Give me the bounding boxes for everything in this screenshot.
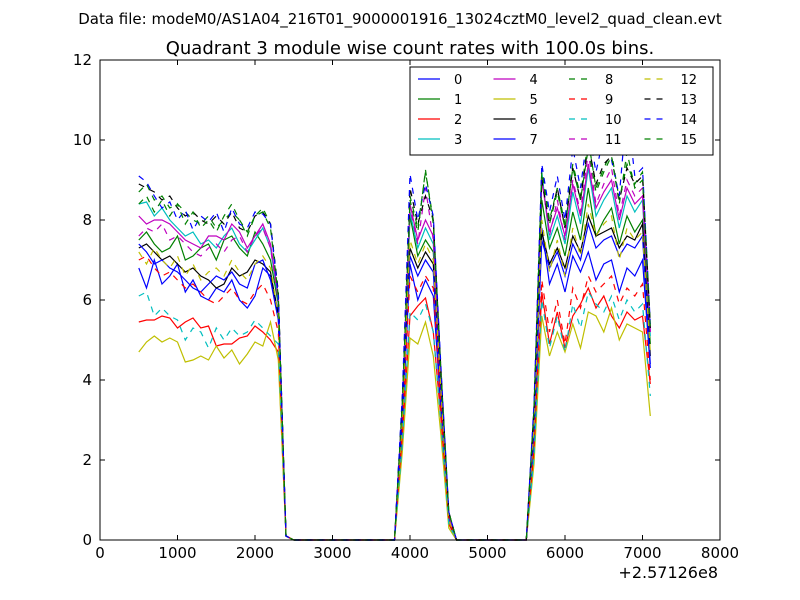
series-11-line	[138, 151, 651, 541]
y-tick-label: 2	[82, 451, 92, 469]
legend-label-7: 7	[530, 133, 538, 148]
series-12-line	[138, 203, 651, 541]
series-15-line	[138, 147, 651, 541]
legend-label-1: 1	[454, 93, 462, 108]
x-tick-label: 3000	[313, 544, 351, 562]
y-tick-label: 10	[73, 131, 92, 149]
chart-title: Quadrant 3 module wise count rates with …	[166, 38, 655, 59]
legend-label-8: 8	[605, 73, 613, 88]
x-tick-label: 4000	[391, 544, 429, 562]
legend-label-2: 2	[454, 113, 462, 128]
legend-label-6: 6	[530, 113, 538, 128]
legend-label-11: 11	[605, 133, 622, 148]
x-tick-label: 6000	[546, 544, 584, 562]
legend-label-14: 14	[681, 113, 698, 128]
legend-label-10: 10	[605, 113, 622, 128]
legend-label-9: 9	[605, 93, 613, 108]
y-tick-label: 8	[82, 211, 92, 229]
axes: 0 1000 2000 3000 4000 5000 6000 7000 80000246810…	[73, 51, 739, 562]
x-tick-label: 0	[95, 544, 105, 562]
x-tick-label: 1000	[158, 544, 196, 562]
y-tick-label: 12	[73, 51, 92, 69]
legend-label-4: 4	[530, 73, 538, 88]
legend-label-15: 15	[681, 133, 698, 148]
y-tick-label: 0	[82, 531, 92, 549]
y-tick-label: 4	[82, 371, 92, 389]
x-tick-label: 7000	[623, 544, 661, 562]
data-file-caption: Data file: modeM0/AS1A04_216T01_90000019…	[78, 10, 722, 29]
legend-box	[409, 66, 714, 156]
legend-label-5: 5	[530, 93, 538, 108]
y-tick-label: 6	[82, 291, 92, 309]
legend-label-0: 0	[454, 73, 462, 88]
legend-label-3: 3	[454, 133, 462, 148]
x-tick-label: 5000	[468, 544, 506, 562]
legend-label-12: 12	[681, 73, 698, 88]
x-tick-label: 2000	[236, 544, 274, 562]
x-tick-label: 8000	[701, 544, 739, 562]
legend-label-13: 13	[681, 93, 698, 108]
x-offset-label: +2.57126e8	[618, 563, 718, 582]
